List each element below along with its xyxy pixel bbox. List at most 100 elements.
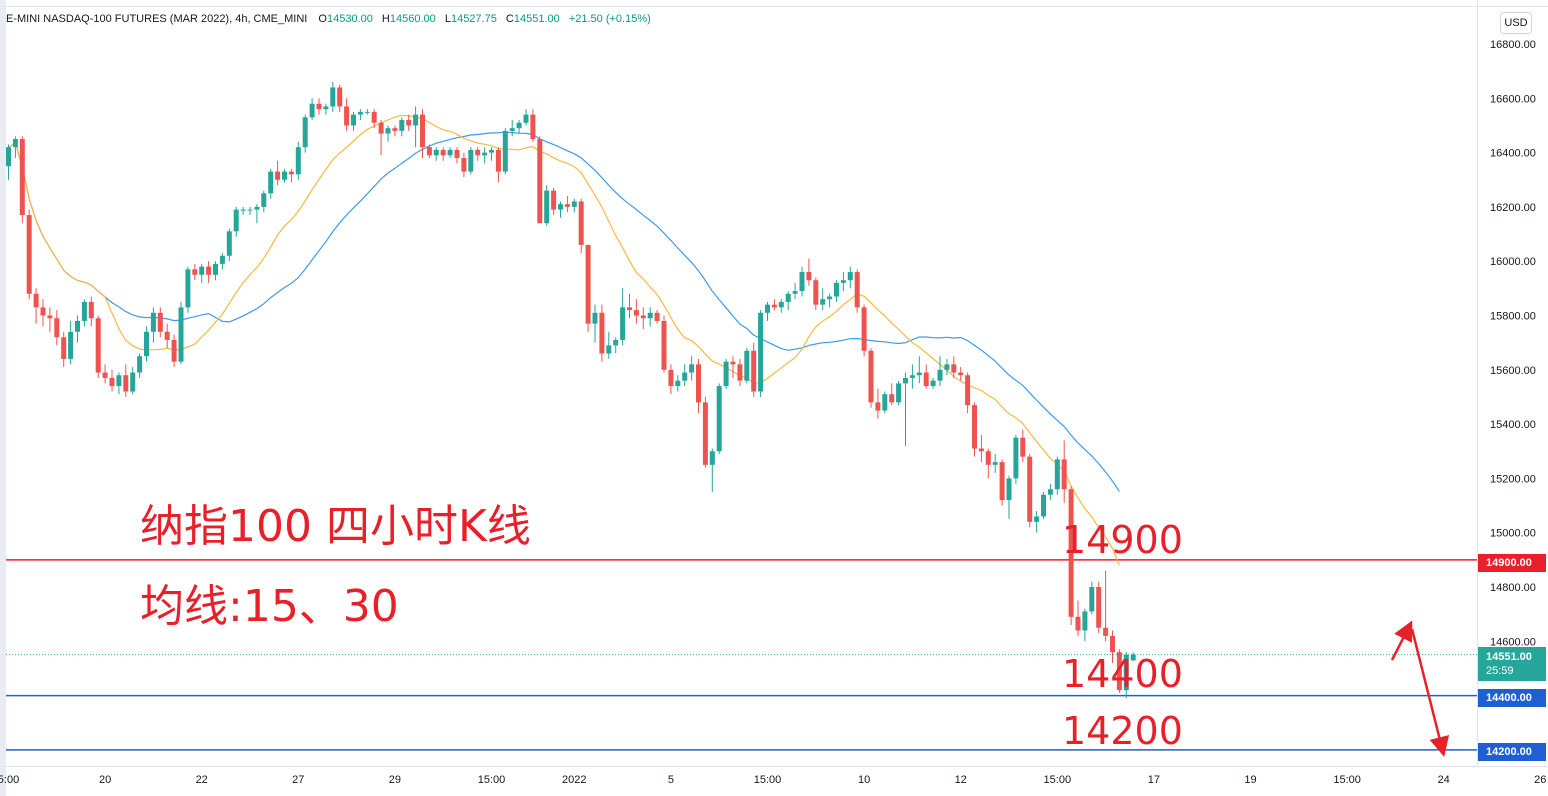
x-tick-label: 15:00 [1044,774,1072,786]
symbol-title[interactable]: E-MINI NASDAQ-100 FUTURES (MAR 2022), 4h… [6,13,308,25]
candle-body [482,152,488,156]
candle-body [613,339,619,346]
down-arrow-annotation[interactable] [1410,628,1450,757]
candle-body [702,402,708,465]
candle-body [489,149,494,153]
candle-body [337,87,343,107]
candle-body [578,201,584,245]
candle-body [571,201,577,207]
level-14900-label: 14900 [1062,518,1183,562]
candle-body [737,364,743,381]
candle-body [288,171,294,175]
x-tick-label: 29 [389,774,401,786]
candle-body [81,301,87,321]
candle-body [206,266,212,275]
candle-body [965,375,971,406]
candle-body [564,204,570,207]
close-label: C [505,13,514,25]
candle-body [951,364,957,373]
candle-body [26,215,32,294]
candle-body [944,364,950,370]
candle-body [475,149,481,156]
candle-body [909,375,915,378]
x-tick-label: 15:00 [1333,774,1361,786]
countdown-timer: 25:59 [1486,665,1514,677]
candle-body [930,380,936,387]
candle-body [54,318,60,338]
candle-body [840,280,846,283]
candle-body [426,147,432,156]
currency-button[interactable]: USD [1500,12,1532,34]
candle-body [1013,437,1019,479]
x-tick-label: 2022 [562,774,586,786]
candle-body [523,114,529,123]
up-arrow-annotation[interactable] [1390,620,1413,661]
candle-body [247,209,253,211]
candle-body [102,372,108,378]
candle-body [730,361,736,365]
last-price-value: 14551.00 [1486,651,1532,663]
candle-body [585,244,591,324]
candle-body [972,405,977,449]
candle-body [233,209,239,232]
candle-body [751,350,757,392]
candle-body [420,114,425,148]
candle-body [799,272,805,292]
candle-body [61,337,67,359]
candle-body [675,380,681,387]
candle-body [199,266,205,275]
candle-body [1054,459,1060,490]
candle-body [882,394,888,411]
candle-body [364,111,370,113]
candle-body [68,331,74,359]
candle-body [406,120,412,126]
level-14200-label: 14200 [1062,709,1183,753]
candle-body [1082,611,1088,631]
candle-body [696,364,701,403]
y-tick-label: 16600.00 [1490,93,1536,105]
candle-body [344,106,350,126]
candle-body [516,122,522,129]
candle-body [213,263,218,275]
candle-body [1020,437,1026,457]
symbol-legend: E-MINI NASDAQ-100 FUTURES (MAR 2022), 4h… [6,13,651,25]
x-tick-label: 22 [196,774,208,786]
candle-body [19,139,25,216]
candle-body [302,117,308,148]
candle-body [551,190,557,210]
candle-body [1130,654,1136,661]
candle-body [88,301,94,319]
candle-body [854,272,860,308]
candle-body [240,209,246,211]
y-tick-label: 15000.00 [1490,528,1536,540]
candle-body [433,149,439,156]
x-tick-label: 26 [1534,774,1546,786]
candle-body [889,394,895,403]
candle-body [178,307,184,362]
candle-body [95,318,101,373]
x-tick-label: 15:00 [478,774,506,786]
candle-body [219,255,225,264]
candle-body [627,307,632,311]
candle-body [647,312,653,319]
candle-body [999,462,1005,501]
candle-body [1068,489,1074,617]
y-tick-label: 15400.00 [1490,419,1536,431]
candle-body [916,372,922,376]
candle-body [495,149,501,172]
low-label: L [444,13,451,25]
price-scale-border [1477,0,1478,766]
left-edge [0,0,6,796]
candle-body [157,312,163,332]
candle-body [1096,587,1102,628]
x-tick-label: 20 [99,774,111,786]
candle-body [709,451,715,465]
candle-body [827,296,833,300]
candle-body [661,320,667,370]
candle-body [137,356,143,373]
candle-body [6,147,11,167]
low-value: 14527.75 [450,13,497,25]
candle-body [620,307,626,340]
